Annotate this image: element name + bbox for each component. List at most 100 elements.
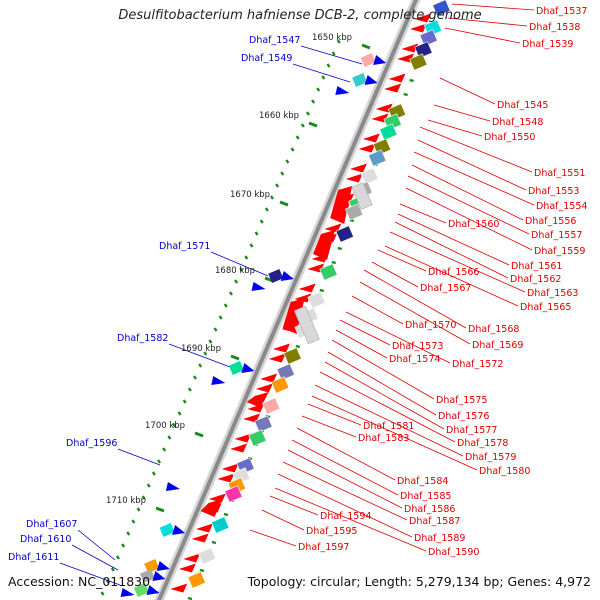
- reverse-gene-arrow: [349, 163, 367, 173]
- tick-label: 1700 kbp: [145, 421, 185, 431]
- reverse-gene-arrow: [414, 13, 432, 23]
- forward-gene-arrow: [172, 525, 186, 535]
- reverse-gene-box: [187, 571, 206, 589]
- reverse-gene-label: Dhaf_1545: [497, 100, 548, 111]
- leader-line: [447, 17, 528, 27]
- reverse-gene-label: Dhaf_1585: [400, 491, 451, 502]
- reverse-gene-arrow: [324, 223, 342, 233]
- reverse-gene-box: [270, 376, 290, 394]
- leader-line: [413, 151, 535, 206]
- scale-dot: [187, 387, 192, 392]
- reverse-gene-label: Dhaf_1569: [472, 340, 523, 351]
- forward-gene-label: Dhaf_1549: [241, 53, 292, 64]
- forward-gene-arrow: [211, 376, 226, 385]
- forward-gene-arrow: [146, 585, 160, 595]
- reverse-gene-label: Dhaf_1556: [525, 216, 576, 227]
- scale-dot: [239, 267, 244, 272]
- leader-line: [301, 415, 357, 438]
- reverse-gene-block: [330, 186, 353, 224]
- reverse-gene-arrow: [260, 373, 278, 383]
- reverse-gene-box: [261, 397, 281, 415]
- tick-mark: [361, 43, 371, 50]
- reverse-gene-box: [197, 547, 217, 565]
- reverse-gene-arrow: [409, 23, 427, 33]
- scale-dot: [285, 159, 290, 164]
- reverse-gene-box: [211, 516, 230, 534]
- gene-labels: Dhaf_1547 Dhaf_1549 Dhaf_1571 Dhaf_1582 Dhaf…: [8, 6, 587, 563]
- tick-label: 1690 kbp: [181, 344, 221, 354]
- leader-line: [319, 371, 456, 443]
- reverse-gene-label: Dhaf_1562: [510, 274, 561, 285]
- scale-dot: [331, 51, 336, 56]
- forward-gene-label: Dhaf_1611: [8, 552, 59, 563]
- leader-line: [117, 448, 161, 466]
- leader-line: [417, 139, 527, 191]
- leader-line: [399, 203, 447, 224]
- forward-gene-label: Dhaf_1607: [26, 519, 77, 530]
- reverse-gene-arrow: [401, 43, 419, 53]
- scale-dot: [151, 471, 156, 476]
- reverse-gene-label: Dhaf_1557: [531, 230, 582, 241]
- forward-gene-arrow: [280, 271, 294, 281]
- reverse-gene-block: [313, 230, 336, 260]
- reverse-gene-arrow: [170, 583, 188, 593]
- reverse-gene-arrow: [221, 463, 239, 473]
- reverse-gene-label: Dhaf_1590: [428, 547, 479, 558]
- reverse-gene-label: Dhaf_1577: [446, 425, 497, 436]
- reverse-gene-arrow: [358, 143, 376, 153]
- reverse-gene-box: [360, 167, 379, 185]
- tick-mark: [194, 431, 204, 438]
- reverse-gene-label: Dhaf_1537: [536, 6, 587, 17]
- scale-dot: [208, 339, 213, 344]
- scale-dot: [254, 231, 259, 236]
- scale-dot: [115, 555, 120, 560]
- reverse-gene-box: [319, 263, 338, 281]
- reverse-gene-arrow: [183, 553, 201, 563]
- leader-line: [384, 245, 519, 307]
- reverse-ring-dot: [211, 540, 217, 545]
- reverse-gene-label: Dhaf_1553: [528, 186, 579, 197]
- leader-line: [389, 231, 526, 293]
- scale-dot: [182, 399, 187, 404]
- genome-backbone-core: [156, 0, 419, 600]
- reverse-gene-label: Dhaf_1539: [522, 39, 573, 50]
- scale-dot: [131, 519, 136, 524]
- reverse-ring-dot: [199, 568, 205, 573]
- leader-line: [249, 529, 297, 547]
- reverse-gene-label: Dhaf_1548: [492, 117, 543, 128]
- reverse-gene-label: Dhaf_1581: [363, 421, 414, 432]
- leader-line: [359, 281, 471, 345]
- reverse-gene-label: Dhaf_1572: [452, 359, 503, 370]
- tick-mark: [279, 200, 289, 207]
- leader-line: [296, 427, 396, 481]
- reverse-gene-box: [432, 0, 451, 17]
- forward-gene-label: Dhaf_1596: [66, 438, 117, 449]
- forward-gene-arrow: [251, 282, 266, 291]
- scale-dot: [321, 75, 326, 80]
- scale-dot: [192, 375, 197, 380]
- reverse-gene-box: [276, 363, 295, 381]
- reverse-gene-arrow: [294, 293, 312, 303]
- tick-label: 1660 kbp: [259, 111, 299, 121]
- forward-gene-label: Dhaf_1582: [117, 333, 168, 344]
- forward-gene-box: [144, 559, 160, 573]
- reverse-gene-arrow: [272, 343, 290, 353]
- leader-line: [282, 461, 408, 521]
- leader-line: [427, 119, 483, 137]
- reverse-gene-arrow: [195, 523, 213, 533]
- leader-line: [327, 351, 437, 416]
- leader-line: [439, 77, 496, 105]
- reverse-gene-label: Dhaf_1579: [465, 452, 516, 463]
- forward-gene-label: Dhaf_1571: [159, 241, 210, 252]
- tick-mark: [308, 121, 318, 128]
- reverse-gene-arrow: [384, 83, 402, 93]
- reverse-gene-box: [293, 305, 320, 345]
- reverse-gene-label: Dhaf_1583: [358, 433, 409, 444]
- leader-line: [444, 27, 521, 44]
- map-title: Desulfitobacterium hafniense DCB-2, comp…: [118, 8, 482, 23]
- leader-line: [411, 164, 524, 221]
- leader-line: [394, 221, 509, 279]
- reverse-gene-box: [414, 41, 433, 59]
- reverse-gene-arrow: [362, 133, 380, 143]
- scale-dot: [305, 111, 310, 116]
